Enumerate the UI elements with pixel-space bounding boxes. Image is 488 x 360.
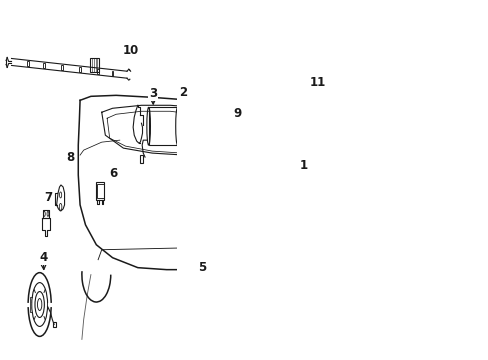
Bar (43, 63, 45, 68)
Text: 7: 7 (44, 192, 53, 204)
Bar (237, 135, 258, 170)
Text: 5: 5 (198, 261, 206, 274)
Text: 6: 6 (109, 167, 118, 180)
Bar (90, 58, 99, 72)
Text: 2: 2 (179, 86, 186, 99)
Text: 9: 9 (232, 107, 241, 120)
Text: 3: 3 (149, 87, 157, 100)
Bar (53, 323, 56, 328)
Bar (79, 67, 81, 72)
Bar (97, 69, 99, 74)
Text: 1: 1 (299, 158, 307, 172)
Bar (27, 61, 29, 66)
Text: 8: 8 (66, 150, 74, 163)
Text: 4: 4 (39, 251, 47, 264)
Bar (254, 92, 262, 110)
Bar (189, 283, 211, 288)
Text: 10: 10 (122, 44, 139, 57)
Bar (111, 71, 113, 76)
Bar (140, 155, 143, 163)
Text: 11: 11 (309, 76, 325, 89)
Bar (148, 107, 177, 145)
Bar (191, 341, 209, 351)
Bar (185, 288, 214, 336)
Bar (97, 184, 103, 198)
Bar (96, 182, 104, 200)
Bar (255, 94, 261, 108)
Bar (61, 65, 63, 70)
